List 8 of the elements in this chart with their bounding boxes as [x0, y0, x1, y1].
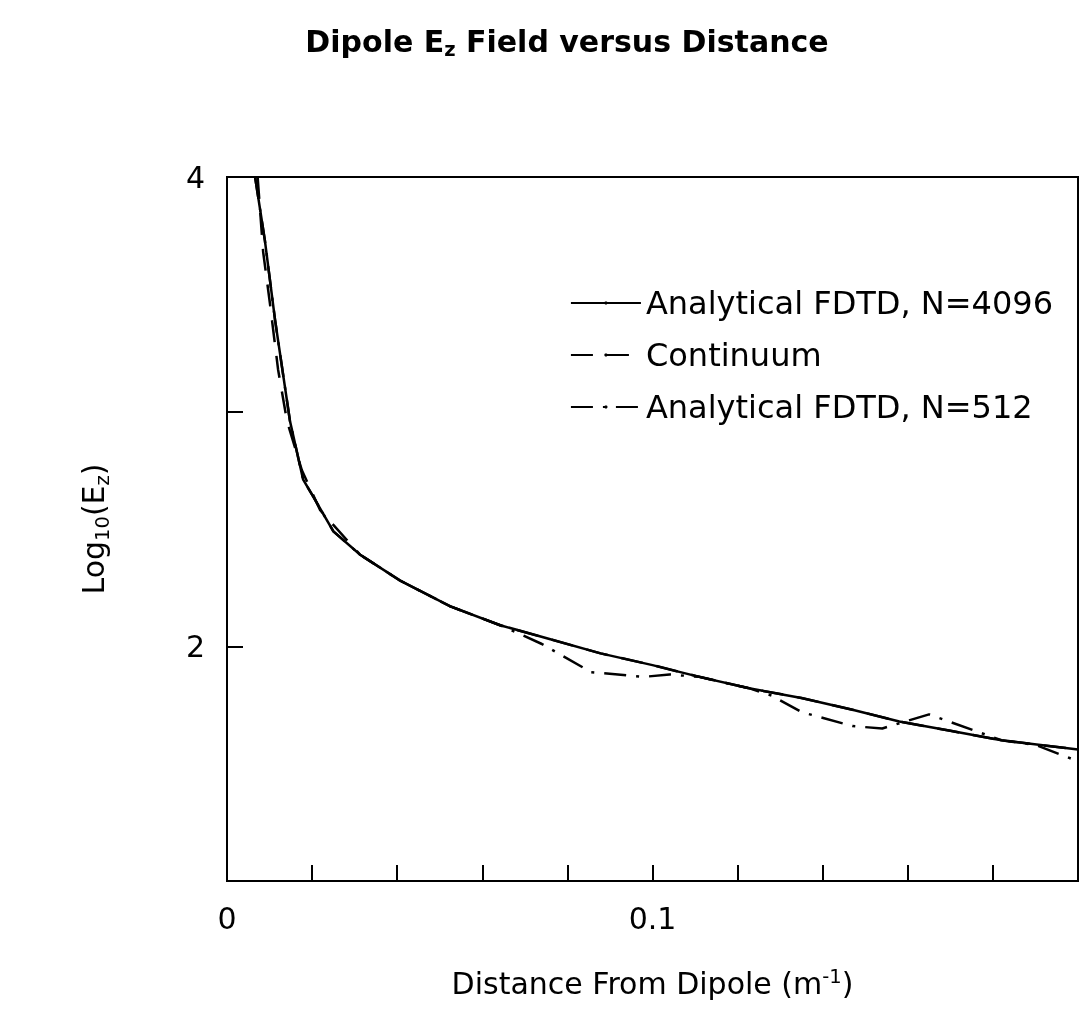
y-axis-title: Log10(Ez) [76, 463, 114, 595]
x-tick-label: 0 [217, 900, 237, 936]
legend-label: Analytical FDTD, N=4096 [645, 284, 1053, 322]
legend-label: Analytical FDTD, N=512 [645, 388, 1033, 426]
y-tick-label: 4 [185, 159, 205, 195]
x-tick-label: 0.1 [628, 900, 677, 936]
legend-label: Continuum [645, 336, 822, 374]
y-tick-label: 2 [185, 628, 205, 664]
